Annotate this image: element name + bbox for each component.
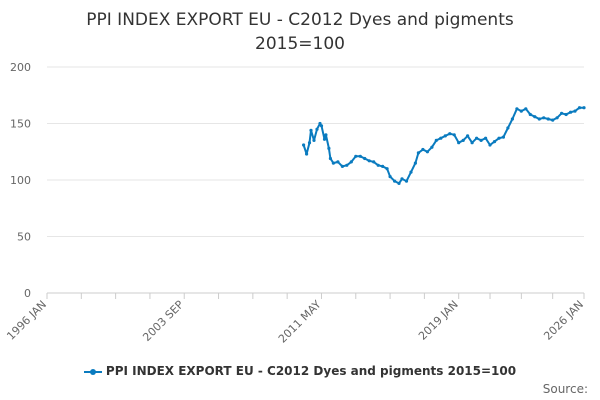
data-point-0-3[interactable] (309, 128, 313, 132)
x-tick-label-4: 2026 JAN (541, 298, 586, 343)
data-point-0-47[interactable] (484, 136, 488, 140)
y-tick-label-2: 100 (10, 174, 31, 187)
data-point-0-30[interactable] (409, 170, 413, 174)
axes: 0 50 100 150 200 1996 JAN 2003 SEP 2011 MAY 2019… (4, 61, 586, 346)
data-point-0-60[interactable] (542, 116, 546, 120)
data-point-0-62[interactable] (551, 118, 555, 122)
data-point-0-50[interactable] (497, 136, 501, 140)
data-point-0-6[interactable] (318, 121, 322, 126)
data-point-0-22[interactable] (376, 163, 380, 167)
data-point-0-45[interactable] (475, 136, 479, 140)
data-point-0-49[interactable] (492, 140, 497, 144)
data-point-0-53[interactable] (510, 117, 514, 121)
data-point-0-17[interactable] (354, 154, 358, 158)
data-point-0-32[interactable] (416, 151, 420, 155)
data-point-0-8[interactable] (322, 137, 327, 141)
data-point-0-34[interactable] (425, 150, 429, 154)
y-tick-label-4: 200 (10, 61, 31, 74)
data-point-0-21[interactable] (372, 160, 376, 164)
data-point-0-11[interactable] (328, 156, 332, 161)
data-point-0-63[interactable] (555, 116, 559, 120)
data-point-0-16[interactable] (349, 160, 353, 164)
data-point-0-40[interactable] (452, 133, 456, 137)
data-point-0-64[interactable] (560, 111, 564, 115)
series-layer (302, 106, 586, 185)
y-tick-label-3: 150 (10, 118, 31, 131)
data-point-0-7[interactable] (319, 124, 324, 128)
data-point-0-48[interactable] (488, 143, 492, 147)
data-point-0-37[interactable] (439, 136, 443, 140)
data-point-0-65[interactable] (564, 112, 568, 117)
chart-title-line-1: PPI INDEX EXPORT EU - C2012 Dyes and pig… (86, 10, 514, 30)
data-point-0-39[interactable] (448, 132, 452, 136)
data-point-0-43[interactable] (466, 134, 470, 138)
data-point-0-14[interactable] (340, 164, 344, 168)
data-point-0-0[interactable] (302, 143, 306, 147)
y-tick-label-1: 50 (17, 231, 31, 244)
grid-lines (47, 66, 584, 237)
data-point-0-35[interactable] (430, 145, 434, 149)
data-point-0-9[interactable] (324, 133, 328, 137)
x-tick-label-1: 2003 SEP (140, 298, 186, 344)
data-point-0-44[interactable] (470, 141, 474, 145)
data-point-0-33[interactable] (421, 147, 425, 152)
data-point-0-5[interactable] (315, 127, 319, 131)
data-point-0-29[interactable] (404, 179, 409, 183)
data-point-0-61[interactable] (546, 117, 550, 121)
data-point-0-36[interactable] (434, 138, 438, 142)
data-point-0-15[interactable] (345, 163, 349, 167)
legend-series-marker (83, 368, 102, 375)
series-line-0 (302, 106, 584, 185)
data-point-0-66[interactable] (569, 110, 573, 114)
data-point-0-26[interactable] (393, 179, 397, 183)
legend-series-label: PPI INDEX EXPORT EU - C2012 Dyes and pig… (105, 364, 517, 378)
data-point-0-46[interactable] (479, 138, 483, 142)
data-point-0-2[interactable] (307, 141, 312, 145)
chart-title-line-2: 2015=100 (255, 34, 345, 54)
data-point-0-13[interactable] (336, 160, 340, 164)
data-point-0-68[interactable] (577, 106, 582, 110)
data-point-0-55[interactable] (519, 109, 523, 113)
data-point-0-56[interactable] (524, 107, 528, 111)
data-point-0-24[interactable] (385, 167, 389, 171)
chart-title: PPI INDEX EXPORT EU - C2012 Dyes and pig… (0, 8, 600, 56)
data-point-0-10[interactable] (327, 146, 331, 150)
source-label: Source: (542, 382, 588, 396)
data-point-0-54[interactable] (515, 107, 519, 111)
data-point-0-31[interactable] (413, 161, 417, 165)
data-point-0-27[interactable] (397, 181, 401, 185)
data-point-0-19[interactable] (363, 156, 367, 161)
x-tick-label-0: 1996 JAN (4, 298, 49, 343)
x-tick-label-3: 2019 JAN (416, 298, 461, 343)
data-point-0-4[interactable] (312, 138, 316, 142)
data-point-0-42[interactable] (461, 138, 465, 142)
data-point-0-59[interactable] (537, 117, 541, 121)
data-point-0-18[interactable] (358, 154, 362, 158)
data-point-0-51[interactable] (501, 135, 505, 139)
data-point-0-38[interactable] (443, 134, 447, 138)
data-point-0-52[interactable] (506, 126, 510, 130)
data-point-0-20[interactable] (367, 159, 371, 163)
data-point-0-28[interactable] (400, 177, 404, 181)
data-point-0-57[interactable] (528, 112, 532, 117)
data-point-0-41[interactable] (457, 141, 461, 145)
y-tick-label-0: 0 (24, 287, 31, 300)
data-point-0-67[interactable] (573, 109, 577, 113)
data-point-0-58[interactable] (533, 115, 537, 119)
data-point-0-12[interactable] (331, 161, 335, 165)
data-point-0-23[interactable] (381, 164, 385, 168)
legend[interactable]: PPI INDEX EXPORT EU - C2012 Dyes and pig… (0, 364, 600, 378)
data-point-0-25[interactable] (388, 175, 392, 179)
data-point-0-1[interactable] (305, 152, 309, 156)
x-tick-label-2: 2011 MAY (276, 298, 324, 346)
data-point-0-69[interactable] (582, 106, 586, 110)
